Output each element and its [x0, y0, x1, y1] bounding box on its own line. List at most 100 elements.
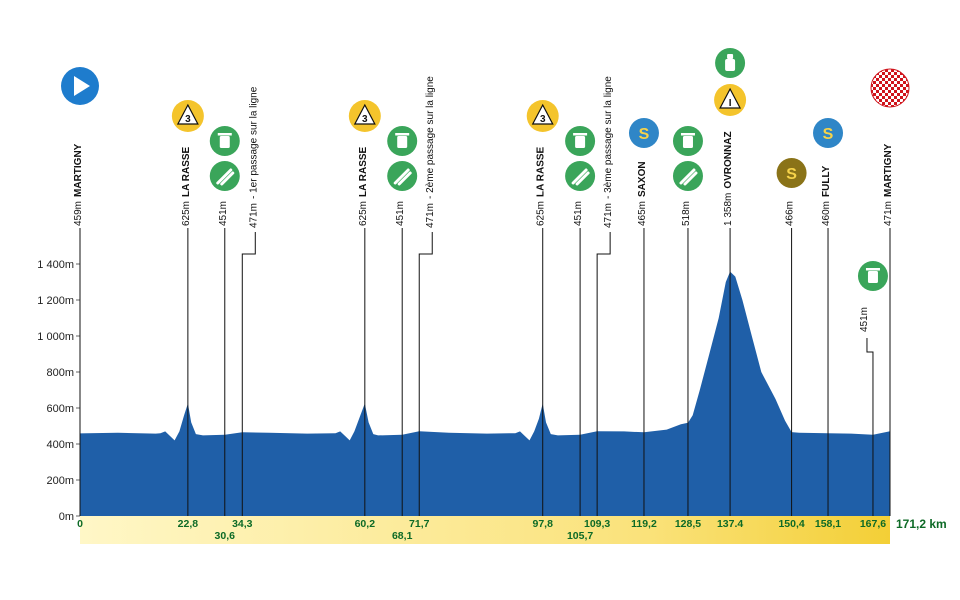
marker-line: [596, 232, 611, 516]
point-label: 471m MARTIGNY: [883, 143, 894, 226]
climb-cat3-icon: 3: [526, 100, 559, 132]
feed-zone-icon: [387, 161, 418, 191]
point-altitude: 460m: [821, 201, 832, 226]
km-marker-label: 68,1: [392, 530, 413, 542]
point-label: 471m - 2ème passage sur la ligne: [425, 76, 436, 228]
km-marker-label: 137.4: [717, 518, 743, 530]
point-altitude: 625m: [181, 201, 192, 226]
point-label: 518m: [681, 201, 692, 226]
point-altitude: 518m: [681, 201, 692, 226]
y-tick-label: 600m: [46, 403, 74, 415]
waste-zone-icon: [672, 126, 703, 156]
point-label: 625m LA RASSE: [358, 146, 369, 226]
svg-text:S: S: [786, 166, 797, 183]
water-bottle-icon: [715, 48, 746, 78]
sprint-icon: S: [813, 118, 844, 148]
waste-zone-icon: [209, 126, 240, 156]
feed-zone-icon: [565, 161, 596, 191]
climb-cat3-icon: 3: [348, 100, 381, 132]
point-altitude: 471m: [603, 203, 614, 228]
svg-text:S: S: [639, 126, 650, 143]
km-marker-label: 97,8: [533, 518, 554, 530]
point-note: - 1er passage sur la ligne: [248, 86, 259, 199]
waste-zone-icon: [565, 126, 596, 156]
y-tick-label: 800m: [46, 367, 74, 379]
point-label: 1 358m OVRONNAZ: [723, 131, 734, 226]
point-label: 460m FULLY: [821, 165, 832, 226]
point-name: FULLY: [821, 165, 832, 197]
marker-lines: [79, 228, 891, 516]
svg-text:3: 3: [540, 114, 546, 125]
km-marker-label: 167,6: [860, 518, 886, 530]
km-marker-label: 109,3: [584, 518, 610, 530]
km-marker-label: 30,6: [215, 530, 236, 542]
feed-zone-icon: [209, 161, 240, 191]
marker-line: [241, 232, 256, 516]
y-tick-label: 400m: [46, 439, 74, 451]
point-altitude: 451m: [218, 201, 229, 226]
point-altitude: 459m: [73, 201, 84, 226]
point-altitude: 471m: [425, 203, 436, 228]
point-altitude: 625m: [358, 201, 369, 226]
point-label: 451m: [218, 201, 229, 226]
point-label: 471m - 1er passage sur la ligne: [248, 86, 259, 228]
point-name: MARTIGNY: [883, 143, 894, 197]
y-tick-label: 0m: [59, 511, 74, 523]
y-tick-label: 1 000m: [37, 331, 74, 343]
point-label: 451m: [395, 201, 406, 226]
point-name: OVRONNAZ: [723, 131, 734, 188]
point-label: 451m: [573, 201, 584, 226]
km-marker-label: 60,2: [355, 518, 376, 530]
point-altitude: 625m: [536, 201, 547, 226]
point-name: MARTIGNY: [73, 143, 84, 197]
sprint-bonus-icon: S: [776, 158, 807, 188]
point-label: 471m - 3ème passage sur la ligne: [603, 76, 614, 228]
climb-cat3-icon: 3: [171, 100, 204, 132]
point-note: - 2ème passage sur la ligne: [425, 76, 436, 199]
y-tick-label: 1 200m: [37, 295, 74, 307]
feed-zone-icon: [672, 161, 703, 191]
point-label: 625m LA RASSE: [181, 146, 192, 226]
point-altitude: 466m: [785, 201, 796, 226]
point-label: 466m: [785, 201, 796, 226]
km-marker-label: 119,2: [631, 518, 657, 530]
point-altitude: 471m: [248, 203, 259, 228]
km-markers: 0 22,8 34,3 60,2 71,7 97,8 109,3 119,2 128,5 137.…: [77, 518, 886, 542]
km-marker-label: 34,3: [232, 518, 253, 530]
y-tick-label: 1 400m: [37, 259, 74, 271]
point-label: 459m MARTIGNY: [73, 143, 84, 226]
marker-line: [418, 232, 433, 516]
svg-text:3: 3: [185, 114, 191, 125]
finish-flag-icon: [870, 68, 910, 108]
y-axis: 0m 200m 400m 600m 800m 1 000m 1 200m 1 400m: [37, 259, 80, 523]
point-altitude: 451m: [395, 201, 406, 226]
point-note: - 3ème passage sur la ligne: [603, 76, 614, 199]
point-altitude: 465m: [637, 201, 648, 226]
start-icon: [61, 67, 99, 105]
km-marker-label: 128,5: [675, 518, 701, 530]
point-altitude: 451m: [573, 201, 584, 226]
point-icons: 3 3 3 S I S S: [61, 48, 910, 291]
point-altitude: 451m: [859, 307, 870, 332]
point-name: LA RASSE: [358, 146, 369, 197]
point-altitude: 471m: [883, 201, 894, 226]
point-altitude: 1 358m: [723, 193, 734, 226]
marker-line: [866, 338, 874, 516]
km-marker-label: 150,4: [778, 518, 804, 530]
elevation-profile-area: [80, 271, 890, 516]
km-marker-label: 105,7: [567, 530, 593, 542]
sprint-icon: S: [628, 118, 659, 148]
waste-zone-icon: [387, 126, 418, 156]
total-distance-label: 171,2 km: [896, 517, 947, 531]
point-name: SAXON: [637, 161, 648, 197]
km-marker-label: 22,8: [178, 518, 199, 530]
point-labels: 459m MARTIGNY 625m LA RASSE 451m 471m - 1er pa…: [73, 76, 894, 332]
svg-text:I: I: [729, 98, 732, 109]
distance-band: [80, 516, 890, 544]
waste-zone-icon: [857, 261, 888, 291]
point-label: 465m SAXON: [637, 161, 648, 226]
km-marker-label: 0: [77, 518, 83, 530]
point-name: LA RASSE: [536, 146, 547, 197]
point-label: 451m: [859, 307, 870, 332]
